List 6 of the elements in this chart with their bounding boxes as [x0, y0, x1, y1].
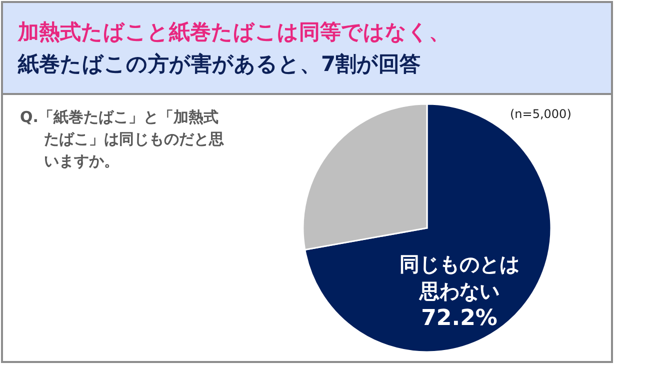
- text: (n=5,000): [510, 107, 572, 121]
- chart-title: 加熱式たばこと紙巻たばこは同等ではなく、: [18, 19, 450, 46]
- chart-subtitle: 紙巻たばこの方が害があると、7割が回答: [18, 51, 421, 78]
- data-label: 72.2%: [420, 305, 498, 332]
- text: Q.「紙巻たばこ」と「加熱式たばこ」は同じものだと思いますか。: [20, 107, 224, 172]
- slice-label: 同じものとは思わない: [398, 251, 520, 306]
